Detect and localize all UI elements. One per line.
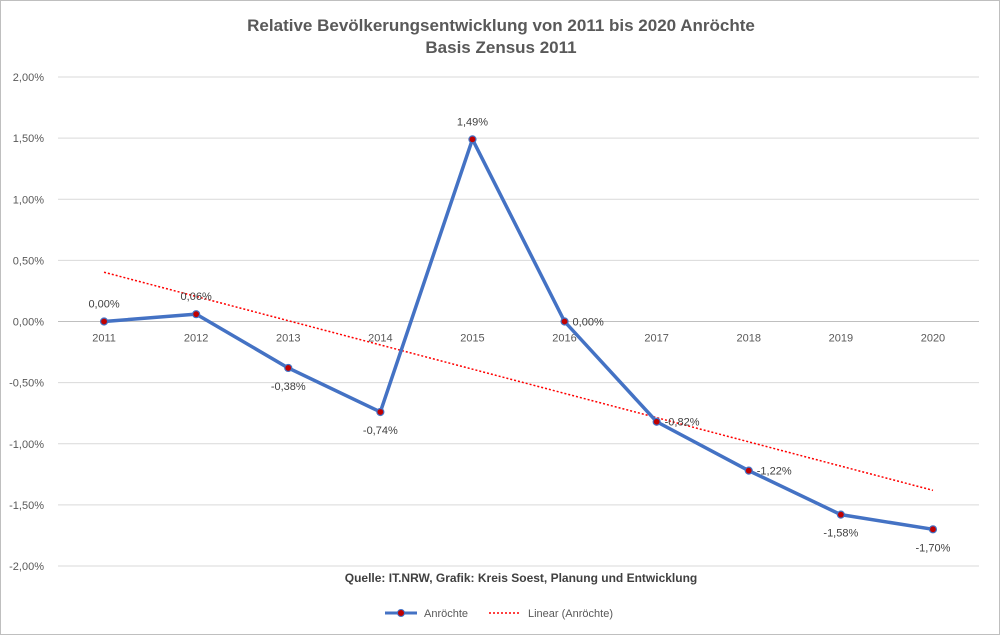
x-tick-label: 2013 bbox=[276, 333, 300, 345]
x-tick-label: 2018 bbox=[737, 333, 761, 345]
data-point bbox=[284, 363, 293, 373]
chart-subtitle: Basis Zensus 2011 bbox=[425, 38, 576, 57]
y-tick-label: 2,00% bbox=[13, 72, 44, 84]
x-axis-ticks: 2011 2012 2013 2014 2015 2016 2017 2018 2019 2020 bbox=[92, 333, 945, 345]
series-line bbox=[103, 137, 934, 532]
data-label: -0,74% bbox=[363, 425, 398, 437]
data-label: 0,00% bbox=[88, 299, 119, 311]
y-axis-ticks: 2,00% 1,50% 1,00% 0,50% 0,00% -0,50% -1,00% -1,… bbox=[9, 72, 44, 573]
data-label: 0,06% bbox=[181, 291, 212, 303]
data-label: 0,00% bbox=[573, 317, 604, 329]
y-tick-label: 1,00% bbox=[13, 194, 44, 206]
y-tick-label: -1,50% bbox=[9, 500, 44, 512]
y-tick-label: -0,50% bbox=[9, 378, 44, 390]
data-label: -1,22% bbox=[757, 466, 792, 478]
source-note: Quelle: IT.NRW, Grafik: Kreis Soest, Pla… bbox=[345, 571, 698, 585]
data-labels: 0,00% 0,06% -0,38% -0,74% 1,49% 0,00% -0,82% -1… bbox=[88, 116, 950, 554]
data-label: -0,82% bbox=[665, 417, 700, 429]
x-tick-label: 2015 bbox=[460, 333, 484, 345]
data-point bbox=[192, 310, 201, 319]
x-tick-label: 2012 bbox=[184, 333, 208, 345]
x-tick-label: 2020 bbox=[921, 333, 945, 345]
data-label: 1,49% bbox=[457, 116, 488, 128]
y-tick-label: 0,50% bbox=[13, 255, 44, 267]
y-tick-label: 0,00% bbox=[13, 317, 44, 329]
data-label: -0,38% bbox=[271, 381, 306, 393]
legend: Anröchte Linear (Anröchte) bbox=[385, 608, 613, 620]
data-point bbox=[376, 407, 385, 417]
data-label: -1,70% bbox=[916, 542, 951, 554]
data-label: -1,58% bbox=[823, 528, 858, 540]
gridlines bbox=[58, 76, 979, 567]
chart-title: Relative Bevölkerungsentwicklung von 201… bbox=[247, 16, 755, 35]
data-point bbox=[928, 525, 938, 534]
y-tick-label: -1,00% bbox=[9, 439, 44, 451]
legend-series-label: Anröchte bbox=[424, 608, 468, 620]
data-point bbox=[560, 317, 569, 326]
data-point bbox=[468, 135, 477, 144]
legend-series-marker bbox=[397, 609, 405, 617]
y-tick-label: 1,50% bbox=[13, 133, 44, 145]
legend-trend-label: Linear (Anröchte) bbox=[528, 608, 613, 620]
y-tick-label: -2,00% bbox=[9, 561, 44, 573]
data-point bbox=[744, 466, 753, 475]
x-tick-label: 2016 bbox=[552, 333, 576, 345]
x-tick-label: 2011 bbox=[92, 333, 116, 345]
trendline bbox=[103, 271, 934, 492]
trendline-layer bbox=[103, 271, 934, 492]
x-tick-label: 2017 bbox=[644, 333, 668, 345]
data-point bbox=[836, 510, 845, 519]
series-layer bbox=[99, 135, 938, 534]
data-point bbox=[99, 317, 109, 326]
x-tick-label: 2014 bbox=[368, 333, 392, 345]
x-tick-label: 2019 bbox=[829, 333, 853, 345]
data-point bbox=[652, 417, 661, 426]
